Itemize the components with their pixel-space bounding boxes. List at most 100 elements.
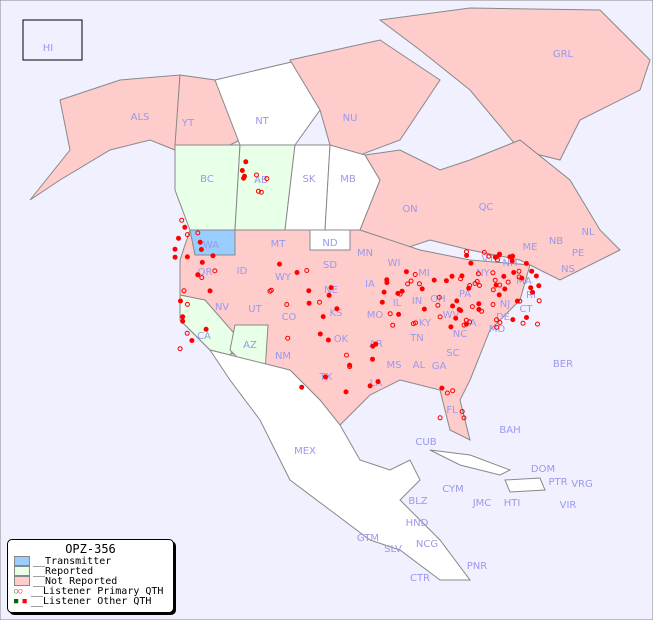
listener-dot xyxy=(199,275,205,281)
listener-dot xyxy=(328,285,334,291)
listener-dot xyxy=(464,253,470,258)
legend-label: __Transmitter xyxy=(33,555,112,567)
region-label-mi: MI xyxy=(418,268,430,279)
listener-dot xyxy=(474,279,480,284)
listener-dot xyxy=(367,383,373,389)
listener-dot xyxy=(533,273,539,279)
region-label-ri: RI xyxy=(526,290,536,301)
region-label-vir: VIR xyxy=(560,500,577,511)
region-label-vt: VT xyxy=(482,254,496,265)
region-label-hi: HI xyxy=(43,43,53,54)
listener-dot xyxy=(463,321,469,327)
region-label-vrg: VRG xyxy=(571,479,593,490)
region-label-in: IN xyxy=(412,296,422,307)
listener-dot xyxy=(528,285,534,291)
listener-dot xyxy=(492,277,498,283)
region-label-grl: GRL xyxy=(553,49,574,60)
region-mex-central-america xyxy=(208,349,471,581)
region-label-mn: MN xyxy=(357,248,373,259)
listener-dot xyxy=(197,239,203,245)
listener-dot xyxy=(421,306,427,312)
listener-dot xyxy=(412,272,418,277)
listener-dot xyxy=(496,252,502,258)
region-label-or: OR xyxy=(198,267,213,278)
region-label-wy: WY xyxy=(275,272,292,283)
listener-dot xyxy=(437,415,443,421)
listener-dot xyxy=(494,324,500,330)
listener-dot xyxy=(184,330,190,336)
listener-dot xyxy=(384,280,390,286)
listener-dot xyxy=(180,318,186,324)
listener-dot xyxy=(181,288,187,294)
listener-dot xyxy=(325,337,331,343)
listener-dot xyxy=(370,356,375,362)
listener-dot xyxy=(486,253,492,259)
transmitter-swatch xyxy=(14,556,30,566)
region-label-wi: WI xyxy=(388,258,401,269)
listener-dot xyxy=(477,283,482,288)
region-label-ga: GA xyxy=(432,361,447,372)
region-label-yt: YT xyxy=(181,118,195,129)
region-label-ma: MA xyxy=(516,276,532,287)
region-label-ber: BER xyxy=(553,359,573,370)
legend-transmitter: __Transmitter xyxy=(8,555,173,567)
listener-dot xyxy=(373,341,379,347)
listener-dot xyxy=(450,303,456,309)
listener-dot xyxy=(456,307,462,312)
region-label-co: CO xyxy=(282,312,297,323)
listener-dot xyxy=(381,289,387,295)
region-nt xyxy=(214,59,321,146)
region-label-mb: MB xyxy=(340,174,356,185)
listener-dot xyxy=(317,299,322,305)
listener-dot xyxy=(479,308,485,314)
region-label-mex: MEX xyxy=(294,446,316,457)
legend-label: __Not Reported xyxy=(33,575,118,587)
region-label-nd: ND xyxy=(322,238,337,249)
listener-dot xyxy=(469,304,475,310)
listener-dot xyxy=(458,276,464,282)
listener-dot xyxy=(416,281,422,287)
legend: OPZ-356 __Transmitter __Reported __Not R… xyxy=(7,539,174,613)
region-label-mo: MO xyxy=(367,310,384,321)
listener-dot xyxy=(461,415,467,421)
listener-dot xyxy=(475,271,481,277)
listener-dot xyxy=(481,249,487,255)
listener-dot xyxy=(299,384,305,390)
listener-dot xyxy=(431,277,437,283)
region-label-dom: DOM xyxy=(531,464,555,475)
other-qth-icon: ■ ■ xyxy=(14,597,27,605)
listener-dot xyxy=(501,273,507,279)
listener-dot xyxy=(490,302,496,307)
listener-dot xyxy=(448,324,454,330)
region-label-tn: TN xyxy=(409,333,424,344)
region-label-me: ME xyxy=(523,242,538,253)
region-bc xyxy=(174,144,241,231)
listener-dot xyxy=(306,300,312,306)
region-label-hti: HTI xyxy=(504,498,521,509)
listener-dot xyxy=(536,283,542,289)
listener-dot xyxy=(317,331,323,337)
listener-dot xyxy=(399,288,405,294)
region-label-ms: MS xyxy=(387,360,402,371)
region-label-sk: SK xyxy=(303,174,316,185)
listener-dot xyxy=(239,168,245,173)
listener-dot xyxy=(304,268,310,273)
region-label-il: IL xyxy=(393,298,402,309)
listener-dot xyxy=(509,258,515,264)
listener-dot xyxy=(326,292,332,298)
listener-dot xyxy=(443,278,449,284)
listener-dot xyxy=(172,254,178,260)
region-cub xyxy=(429,449,512,476)
listener-dot xyxy=(497,320,503,325)
region-label-mt: MT xyxy=(271,239,287,250)
listener-dot xyxy=(514,298,520,304)
listener-dot xyxy=(459,409,465,414)
region-hispaniola xyxy=(504,477,546,493)
listener-dot xyxy=(435,302,441,308)
listener-dot xyxy=(179,217,185,223)
listener-dot xyxy=(210,253,216,259)
listener-dot xyxy=(437,314,443,320)
region-label-on: ON xyxy=(402,204,417,215)
